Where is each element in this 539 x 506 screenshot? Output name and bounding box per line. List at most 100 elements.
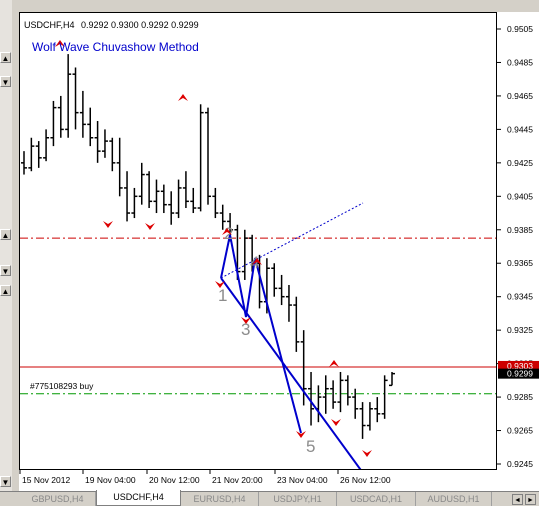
price-scale-canvas: 0.9505 0.9485 0.9465 0.9445 0.9425 0.9405 0.93… [497,24,539,469]
fractal-up-arrow [55,40,65,47]
time-tick-label: 19 Nov 04:00 [85,475,136,485]
price-tick-label: 0.9505 [507,24,533,34]
ohlc-bar [359,402,366,439]
fractal-up-arrow [329,360,339,367]
ohlc-bar [124,171,131,222]
fractal-down-arrow [296,431,306,438]
ohlc-bar [35,141,42,168]
price-tick-label: 0.9285 [507,392,533,402]
price-tick-label: 0.9345 [507,292,533,302]
ohlc-bar [101,129,108,158]
ohlc-bar [344,375,351,406]
ohlc-bar [79,90,86,138]
time-scale-canvas: 15 Nov 2012 19 Nov 04:00 20 Nov 12:00 21 No… [19,470,391,485]
ohlc-bar [241,229,248,280]
ohlc-bar [109,137,116,172]
order-price-label: 0.9303 [507,361,533,371]
ohlc-bar [50,100,57,147]
fractal-down-arrow [145,223,155,230]
ohlc-bar [219,204,226,230]
ohlc-bar [131,187,138,219]
ohlc-bar [212,187,219,219]
ohlc-bar [389,371,395,387]
price-scale[interactable]: 0.9505 0.9485 0.9465 0.9445 0.9425 0.9405 0.93… [496,12,539,470]
symbol-label: USDCHF,H4 [24,20,75,30]
ohlc-bar [285,284,292,322]
chart-tab[interactable]: USDCHF,H4 [96,490,181,506]
time-tick-label: 26 Nov 12:00 [340,475,391,485]
scroll-up-button[interactable]: ▲ [0,229,11,240]
ohlc-bar [138,162,145,205]
fractal-down-arrow [362,450,372,457]
ohlc-bar [293,296,300,352]
chart-tab[interactable]: USDCAD,H1 [337,492,416,506]
chart-tab[interactable]: AUDUSD,H1 [416,492,492,506]
price-tick-label: 0.9385 [507,225,533,235]
ohlc-bar [352,388,359,419]
tab-prev-button[interactable]: ◄ [512,494,523,505]
chart-tab[interactable]: GBPUSD,H4 [20,492,96,506]
fractal-down-arrow [103,221,113,228]
ohlc-bar [21,151,27,175]
price-tick-label: 0.9425 [507,158,533,168]
ohlc-bar [116,137,123,197]
ohlc-bar [197,104,204,212]
chart-area[interactable]: 12345 [19,12,496,470]
wave-point-label: 1 [218,286,227,305]
price-tick-label: 0.9405 [507,191,533,201]
chart-tab[interactable]: USDJPY,H1 [259,492,337,506]
ohlc-bar [337,371,344,413]
price-tick-label: 0.9445 [507,124,533,134]
ohlc-bar [182,171,189,209]
fractal-down-arrow [215,281,225,288]
current-price-label: 0.9299 [507,369,533,379]
fractal-up-arrow [252,258,262,265]
scroll-up-button[interactable]: ▲ [0,285,11,296]
ohlc-bar [28,137,35,172]
ohlc-bar [168,191,175,225]
time-tick-label: 20 Nov 12:00 [149,475,200,485]
current-price-marker [498,368,539,379]
price-tick-label: 0.9465 [507,91,533,101]
wave-1-3-line [220,202,364,279]
chart-tab[interactable]: EURUSD,H4 [181,492,259,506]
wave-1-4-line [220,277,362,469]
fractal-up-arrow [178,94,188,101]
time-tick-label: 23 Nov 04:00 [277,475,328,485]
ohlc-bar [65,54,72,138]
left-gutter: ▲ ▼ ▲ ▼ ▲ ▼ [0,0,12,491]
time-tick-label: 15 Nov 2012 [22,475,70,485]
ohlc-bar [315,385,322,423]
tab-next-button[interactable]: ► [525,494,536,505]
price-tick-label: 0.9265 [507,426,533,436]
scroll-up-button[interactable]: ▲ [0,52,11,63]
wave-point-label: 3 [241,320,250,339]
ohlc-bar [57,95,64,138]
price-tick-label: 0.9245 [507,459,533,469]
fractal-down-arrow [331,419,341,426]
price-tick-label: 0.9365 [507,258,533,268]
ohlc-bar [205,107,211,205]
ohlc-bar [153,179,160,214]
symbol-header: USDCHF,H4 0.9292 0.9300 0.9292 0.9299 [24,20,199,30]
time-tick-label: 21 Nov 20:00 [212,475,263,485]
ohlc-bar [330,380,337,409]
wave-point-label: 2 [224,224,233,243]
time-scale[interactable]: 15 Nov 2012 19 Nov 04:00 20 Nov 12:00 21 No… [19,470,539,491]
chart-tab-bar: GBPUSD,H4 USDCHF,H4 EURUSD,H4 USDJPY,H1 USDC… [0,490,539,506]
scroll-down-button[interactable]: ▼ [0,265,11,276]
ohlc-values: 0.9292 0.9300 0.9292 0.9299 [81,20,199,30]
order-price-marker [498,360,539,371]
price-tick-label: 0.9485 [507,57,533,67]
order-label: #775108293 buy [30,381,94,391]
scroll-down-button[interactable]: ▼ [0,476,11,487]
price-tick-label: 0.9325 [507,325,533,335]
ohlc-bar [94,121,101,163]
ohlc-bar [160,184,167,214]
ohlc-bar [72,67,79,130]
scroll-down-button[interactable]: ▼ [0,76,11,87]
chart-title: Wolf Wave Chuvashow Method [32,40,199,54]
ohlc-bar [322,375,329,414]
chart-canvas: 12345 [20,40,496,469]
